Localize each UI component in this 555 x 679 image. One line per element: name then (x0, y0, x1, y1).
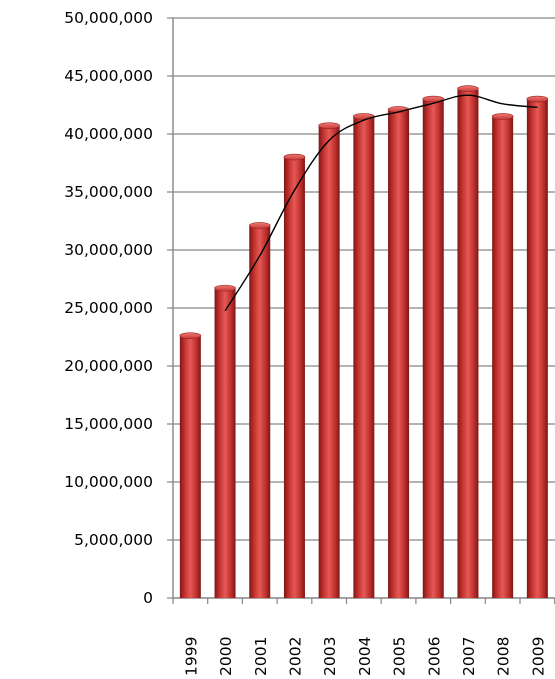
x-tick-labels: 1999 2000 2001 2002 2003 2004 2005 2006 2007 2008… (182, 637, 547, 676)
bar (457, 85, 479, 598)
bar (283, 153, 306, 599)
bar (422, 95, 445, 598)
bar (248, 222, 271, 599)
y-tick-label: 35,000,000 (64, 183, 153, 201)
trend-line (224, 94, 538, 312)
y-tick-label: 45,000,000 (64, 67, 153, 85)
y-tick-labels: 0 5,000,000 10,000,000 15,000,000 20,000,000… (64, 9, 153, 607)
y-tick-label: 5,000,000 (74, 531, 153, 549)
bar (353, 113, 375, 598)
x-tick-label: 2005 (391, 637, 409, 676)
x-tick-label: 2008 (495, 637, 513, 676)
x-tick-label: 2003 (321, 637, 339, 676)
x-tick-label: 2001 (252, 637, 270, 676)
y-tick-label: 50,000,000 (64, 9, 153, 27)
bar (491, 113, 514, 598)
bars (179, 85, 549, 599)
y-tick-label: 40,000,000 (64, 125, 153, 143)
y-tick-label: 15,000,000 (64, 415, 153, 433)
bar (214, 284, 236, 598)
y-tick-label: 30,000,000 (64, 241, 153, 259)
y-tick-label: 20,000,000 (64, 357, 153, 375)
x-tick-label: 2000 (217, 637, 235, 676)
trend-line-layer (224, 94, 538, 312)
x-tick-label: 2009 (529, 637, 547, 676)
bar (526, 95, 549, 598)
bar (318, 122, 340, 598)
x-tick-label: 2006 (425, 637, 443, 676)
y-tick-label: 0 (143, 589, 153, 607)
x-tick-label: 2007 (460, 637, 478, 676)
y-tick-label: 10,000,000 (64, 473, 153, 491)
x-tick-label: 2002 (286, 637, 304, 676)
x-tick-label: 2004 (356, 637, 374, 676)
bar (387, 106, 410, 598)
x-tick-label: 1999 (182, 637, 200, 676)
bar (179, 332, 202, 598)
y-tick-label: 25,000,000 (64, 299, 153, 317)
axes (167, 17, 555, 604)
